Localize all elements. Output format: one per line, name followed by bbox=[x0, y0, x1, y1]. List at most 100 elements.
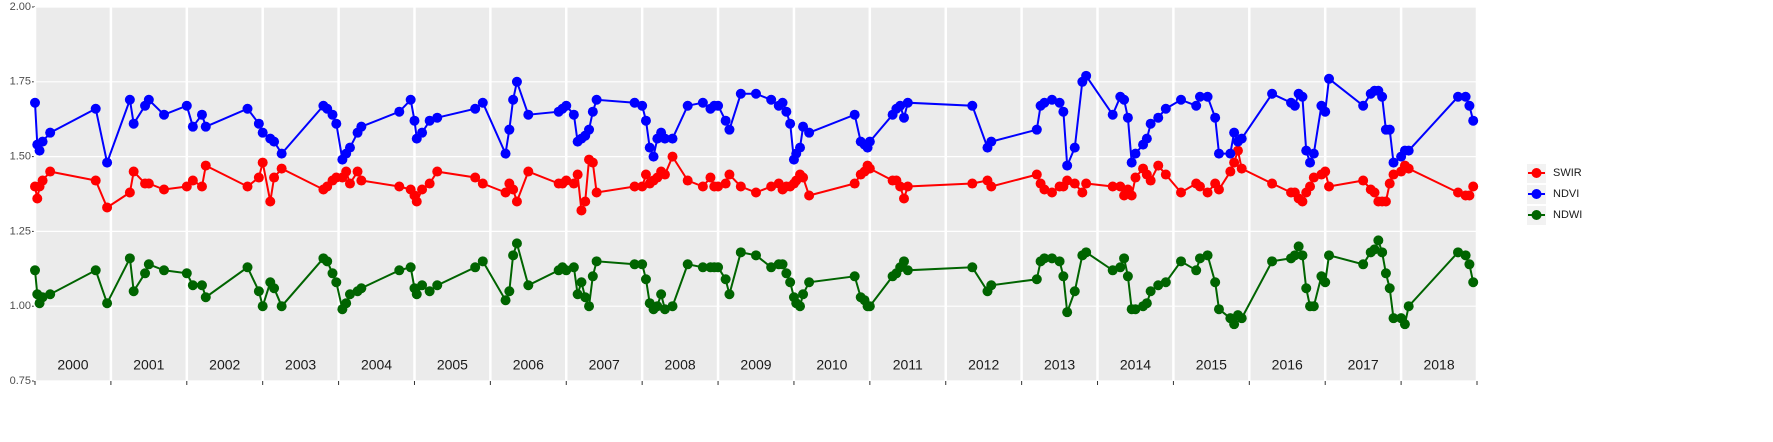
data-point bbox=[1213, 304, 1224, 315]
y-tick-label: 1.00 bbox=[10, 300, 31, 312]
data-point bbox=[257, 301, 268, 312]
data-point bbox=[102, 202, 113, 213]
data-point bbox=[629, 97, 640, 108]
data-point bbox=[637, 100, 648, 111]
data-point bbox=[1324, 181, 1335, 192]
data-point bbox=[411, 289, 422, 300]
data-point bbox=[751, 187, 761, 198]
data-point bbox=[640, 274, 651, 285]
data-point bbox=[591, 187, 602, 198]
data-point bbox=[766, 94, 777, 105]
data-point bbox=[322, 256, 333, 267]
data-point bbox=[344, 289, 355, 300]
data-point bbox=[265, 196, 276, 207]
data-point bbox=[720, 115, 731, 126]
data-point bbox=[1377, 247, 1388, 258]
data-point bbox=[356, 121, 367, 132]
data-point bbox=[1225, 166, 1236, 177]
data-point bbox=[331, 118, 342, 129]
data-point bbox=[591, 94, 602, 105]
data-point bbox=[187, 121, 198, 132]
data-point bbox=[508, 94, 519, 105]
data-point bbox=[1153, 280, 1164, 291]
data-point bbox=[724, 124, 735, 135]
data-point bbox=[659, 169, 670, 180]
data-point bbox=[781, 268, 792, 279]
data-point bbox=[1039, 253, 1050, 264]
data-point bbox=[735, 247, 746, 258]
year-label: 2015 bbox=[1196, 357, 1227, 373]
data-point bbox=[417, 184, 428, 195]
data-point bbox=[1153, 160, 1164, 171]
data-point bbox=[1293, 241, 1304, 252]
data-point bbox=[640, 115, 651, 126]
data-point bbox=[1069, 286, 1080, 297]
data-point bbox=[795, 301, 806, 312]
data-point bbox=[90, 103, 101, 114]
data-point bbox=[37, 136, 48, 147]
data-point bbox=[405, 94, 416, 105]
data-point bbox=[200, 121, 211, 132]
data-point bbox=[1210, 112, 1221, 123]
data-point bbox=[849, 109, 860, 120]
data-point bbox=[432, 166, 443, 177]
data-point bbox=[766, 181, 777, 192]
data-point bbox=[637, 259, 648, 270]
data-point bbox=[1077, 187, 1088, 198]
data-point bbox=[1229, 319, 1240, 330]
legend-label: NDVI bbox=[1553, 188, 1579, 200]
data-point bbox=[1289, 250, 1300, 261]
data-point bbox=[637, 181, 648, 192]
data-point bbox=[576, 277, 587, 288]
data-point bbox=[1126, 190, 1137, 201]
data-point bbox=[344, 178, 355, 189]
data-point bbox=[1301, 283, 1312, 294]
data-point bbox=[424, 178, 435, 189]
data-point bbox=[648, 151, 659, 162]
year-label: 2000 bbox=[57, 357, 88, 373]
data-point bbox=[1236, 163, 1247, 174]
data-point bbox=[1384, 283, 1395, 294]
year-label: 2008 bbox=[665, 357, 696, 373]
data-point bbox=[1194, 253, 1205, 264]
data-point bbox=[713, 181, 724, 192]
data-point bbox=[37, 292, 48, 303]
data-point bbox=[902, 97, 913, 108]
data-point bbox=[511, 196, 522, 207]
data-point bbox=[200, 160, 211, 171]
data-point bbox=[1320, 166, 1331, 177]
data-point bbox=[705, 172, 716, 183]
data-point bbox=[1119, 253, 1130, 264]
data-point bbox=[1460, 91, 1471, 102]
data-point bbox=[1160, 169, 1171, 180]
data-point bbox=[986, 136, 997, 147]
data-point bbox=[1305, 157, 1316, 168]
data-point bbox=[181, 268, 192, 279]
data-point bbox=[1062, 160, 1073, 171]
data-point bbox=[1046, 187, 1057, 198]
data-point bbox=[1107, 265, 1118, 276]
data-point bbox=[777, 97, 788, 108]
year-label: 2014 bbox=[1120, 357, 1151, 373]
data-point bbox=[864, 301, 875, 312]
data-point bbox=[1046, 253, 1057, 264]
data-point bbox=[1202, 250, 1213, 261]
data-point bbox=[1213, 148, 1224, 159]
data-point bbox=[561, 175, 572, 186]
year-label: 2009 bbox=[740, 357, 771, 373]
data-point bbox=[1081, 178, 1092, 189]
data-point bbox=[242, 262, 253, 273]
data-point bbox=[798, 289, 809, 300]
data-point bbox=[394, 181, 405, 192]
data-point bbox=[1464, 190, 1475, 201]
data-point bbox=[795, 142, 806, 153]
data-point bbox=[751, 88, 761, 99]
data-point bbox=[713, 262, 724, 273]
data-point bbox=[1369, 244, 1380, 255]
data-point bbox=[143, 259, 154, 270]
data-point bbox=[1308, 301, 1319, 312]
data-point bbox=[777, 259, 788, 270]
data-point bbox=[1119, 94, 1130, 105]
data-point bbox=[659, 304, 670, 315]
data-point bbox=[508, 250, 519, 261]
